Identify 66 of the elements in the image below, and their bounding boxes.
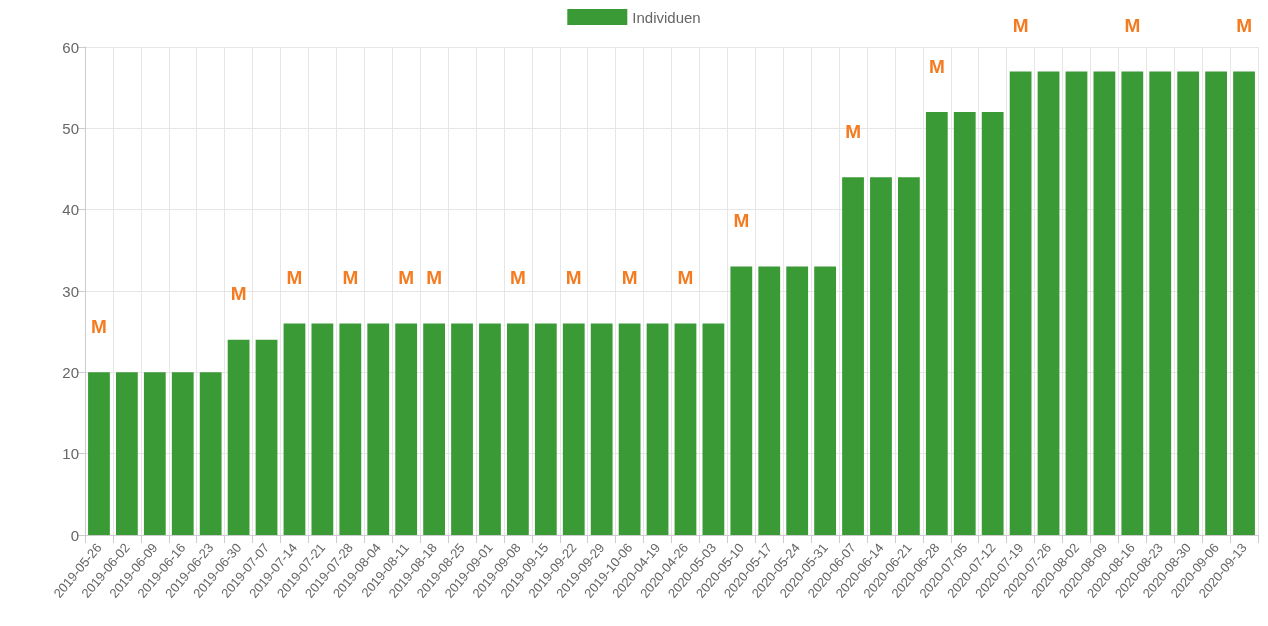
bar xyxy=(199,372,222,535)
bar xyxy=(283,323,306,535)
annotation: M xyxy=(621,267,638,289)
bar xyxy=(227,339,250,535)
y-tick-label: 50 xyxy=(62,119,79,137)
annotation: M xyxy=(845,120,861,142)
bar xyxy=(171,372,194,535)
bar xyxy=(758,266,781,535)
y-tick-label: 0 xyxy=(70,526,79,544)
annotation: M xyxy=(342,267,359,289)
bar xyxy=(1009,71,1032,535)
y-tick-label: 40 xyxy=(62,201,79,219)
bar xyxy=(1121,71,1144,535)
bar xyxy=(646,323,669,535)
annotation: M xyxy=(426,267,443,289)
bar xyxy=(674,323,697,535)
bar xyxy=(730,266,753,535)
bar xyxy=(1233,71,1255,535)
bar xyxy=(395,323,418,535)
bar xyxy=(618,323,641,535)
bar xyxy=(1149,71,1172,535)
bar xyxy=(143,372,166,535)
bar xyxy=(367,323,390,535)
bar xyxy=(953,112,976,535)
bar xyxy=(842,177,864,535)
bar xyxy=(898,177,920,535)
bar xyxy=(1093,71,1116,535)
bar xyxy=(814,266,836,535)
annotation: M xyxy=(230,283,247,305)
bar xyxy=(1205,71,1227,535)
bar xyxy=(311,323,334,535)
bar xyxy=(479,323,501,535)
y-tick-label: 20 xyxy=(62,363,79,381)
annotation: M xyxy=(1236,14,1252,36)
bar xyxy=(590,323,613,535)
y-tick-label: 10 xyxy=(62,445,79,463)
bar xyxy=(88,372,110,535)
legend-label: Individuen xyxy=(632,8,701,26)
annotation: M xyxy=(565,267,582,289)
annotation: M xyxy=(1012,14,1029,36)
annotation: M xyxy=(677,267,694,289)
bar xyxy=(870,177,892,535)
bar xyxy=(423,323,445,535)
bar xyxy=(116,372,138,535)
annotation: M xyxy=(928,55,945,77)
annotation: M xyxy=(509,267,526,289)
y-tick-label: 60 xyxy=(62,38,79,56)
bar xyxy=(451,323,473,535)
annotation: M xyxy=(286,267,303,289)
bar xyxy=(534,323,557,535)
y-tick-label: 30 xyxy=(62,282,79,300)
annotation: M xyxy=(91,315,107,337)
bar xyxy=(507,323,529,535)
annotation: M xyxy=(398,267,415,289)
bar xyxy=(702,323,725,535)
bar xyxy=(1037,71,1060,535)
bar xyxy=(562,323,585,535)
bar xyxy=(925,112,948,535)
bar xyxy=(1065,71,1088,535)
annotation: M xyxy=(1124,14,1141,36)
bar xyxy=(786,266,809,535)
bar xyxy=(339,323,362,535)
bar xyxy=(255,339,278,535)
annotation: M xyxy=(733,210,750,232)
bar xyxy=(981,112,1004,535)
bar xyxy=(1177,71,1200,535)
